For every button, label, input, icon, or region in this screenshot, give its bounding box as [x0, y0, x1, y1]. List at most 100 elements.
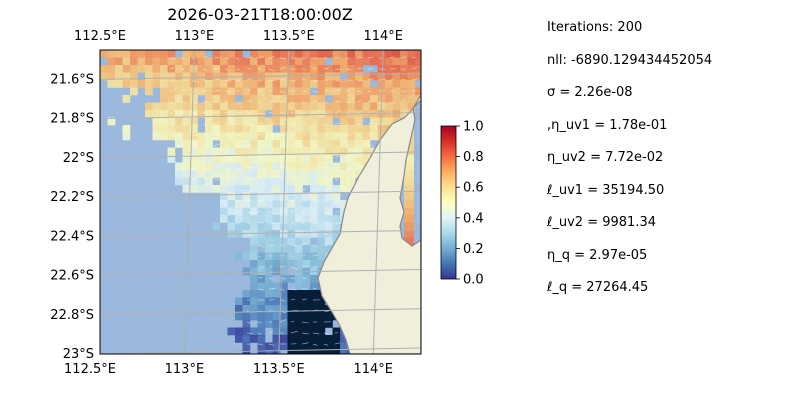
field-cell: [370, 117, 378, 126]
field-cell: [347, 125, 356, 133]
vector-arrow: [301, 167, 306, 170]
vector-arrow: [323, 154, 330, 158]
vector-arrow: [191, 178, 196, 180]
field-cell: [227, 57, 236, 66]
field-cell: [257, 267, 266, 276]
field-cell: [302, 192, 311, 201]
field-cell: [295, 110, 303, 118]
field-cell: [122, 95, 131, 103]
field-cell: [295, 140, 303, 148]
field-cell: [220, 117, 228, 126]
field-cell: [137, 65, 146, 73]
field-cell: [415, 50, 421, 58]
field-cell: [205, 162, 213, 171]
vector-arrow: [180, 167, 186, 171]
field-cell: [280, 170, 288, 178]
field-cell: [272, 57, 281, 66]
field-cell: [280, 222, 288, 231]
vector-arrow: [213, 111, 220, 114]
vector-arrow: [345, 155, 351, 158]
vector-arrow: [312, 100, 318, 103]
field-cell: [332, 215, 341, 223]
field-cell: [265, 162, 273, 171]
field-cell: [272, 335, 281, 343]
field-cell: [280, 282, 288, 291]
field-cell: [295, 87, 303, 96]
field-cell: [167, 50, 176, 58]
field-cell: [152, 65, 161, 73]
field-cell: [272, 192, 281, 201]
vector-arrow: [345, 188, 352, 191]
y-tick-label: 22.8°S: [50, 308, 94, 323]
vector-arrow: [202, 123, 208, 127]
field-cell: [257, 65, 266, 73]
grid-parallel: [100, 112, 421, 120]
field-cell: [404, 155, 414, 163]
field-cell: [385, 117, 393, 126]
field-cell: [310, 222, 318, 231]
field-cell: [272, 155, 281, 163]
field-cell: [227, 185, 236, 193]
field-cell: [407, 72, 416, 81]
field-cell: [355, 95, 363, 103]
field-cell: [122, 50, 131, 58]
vector-arrow: [246, 233, 253, 236]
field-cell: [145, 102, 153, 111]
vector-arrow: [367, 133, 373, 136]
field-cell: [265, 260, 273, 268]
field-cell: [302, 305, 311, 313]
vector-arrow: [246, 189, 252, 192]
field-cell: [235, 305, 243, 313]
field-cell: [257, 260, 266, 268]
field-cell: [160, 72, 168, 81]
field-cell: [325, 125, 333, 133]
field-cell: [295, 290, 303, 298]
field-cell: [332, 162, 341, 171]
field-cell: [340, 117, 348, 126]
field-cell: [280, 140, 288, 148]
field-cell: [167, 102, 176, 111]
field-cell: [242, 80, 251, 88]
field-cell: [317, 185, 326, 193]
field-cell: [160, 132, 168, 141]
vector-arrow: [235, 167, 242, 171]
field-cell: [130, 65, 138, 73]
field-cell: [317, 342, 326, 351]
vector-arrow: [323, 244, 328, 247]
vector-arrow: [312, 144, 318, 147]
field-cell: [317, 87, 326, 96]
field-cell: [287, 305, 296, 313]
field-cell: [317, 297, 326, 306]
vector-arrow: [202, 156, 209, 159]
field-cell: [325, 102, 333, 111]
field-cell: [400, 65, 408, 73]
field-cell: [317, 125, 326, 133]
field-cell: [265, 305, 273, 313]
field-cell: [227, 147, 236, 156]
field-cell: [385, 57, 393, 66]
field-cell: [272, 350, 281, 354]
vector-arrow: [213, 121, 220, 125]
field-cell: [242, 290, 251, 298]
field-cell: [355, 80, 363, 88]
field-cell: [317, 260, 326, 268]
field-cell: [325, 222, 333, 231]
field-cell: [175, 177, 183, 186]
field-cell: [197, 162, 206, 171]
field-cell: [205, 140, 213, 148]
colorbar-tick-label: 0.2: [463, 242, 484, 257]
vector-arrow: [235, 57, 240, 60]
field-cell: [242, 140, 251, 148]
graticule: [100, 50, 421, 354]
field-cell: [295, 170, 303, 178]
vector-arrow: [169, 57, 177, 60]
field-cell: [265, 87, 273, 96]
field-cell: [250, 192, 258, 201]
field-cell: [130, 87, 138, 96]
field-cell: [242, 200, 251, 208]
colorbar-gradient: [440, 125, 457, 280]
field-cell: [197, 102, 206, 111]
field-cell: [197, 87, 206, 96]
field-cell: [265, 57, 273, 66]
